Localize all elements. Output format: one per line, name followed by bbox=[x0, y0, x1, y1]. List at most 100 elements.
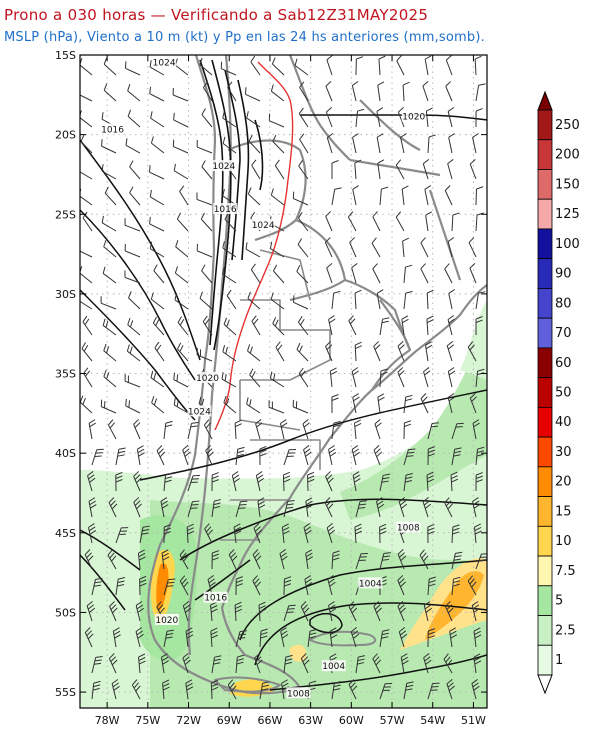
wind-barb bbox=[80, 250, 93, 258]
wind-barb-feather bbox=[255, 656, 262, 662]
wind-barb-feather bbox=[141, 532, 149, 535]
wind-barb-feather bbox=[359, 500, 367, 503]
wind-barb-feather bbox=[233, 477, 241, 483]
wind-barb-feather bbox=[307, 475, 315, 479]
wind-barb-feather bbox=[214, 655, 222, 658]
wind-barb-feather bbox=[253, 523, 260, 529]
wind-barb bbox=[109, 606, 117, 622]
wind-barb-feather bbox=[351, 607, 358, 614]
isobar-label: 1024 bbox=[252, 221, 275, 231]
wind-barb-feather bbox=[304, 526, 311, 532]
wind-barb-feather bbox=[428, 576, 436, 580]
colorbar-swatch bbox=[537, 525, 553, 557]
wind-barb bbox=[451, 553, 456, 570]
wind-barb bbox=[373, 449, 381, 466]
wind-barb-feather bbox=[398, 107, 404, 113]
wind-barb-feather bbox=[138, 452, 145, 457]
wind-barb-feather bbox=[381, 320, 389, 324]
wind-barb-feather bbox=[149, 60, 152, 68]
wind-barb-feather bbox=[353, 451, 360, 457]
wind-barb-feather bbox=[198, 396, 202, 404]
colorbar-swatch bbox=[537, 466, 553, 497]
wind-barb-feather bbox=[334, 681, 342, 684]
colorbar-top-arrow bbox=[537, 90, 553, 111]
wind-barb-feather bbox=[427, 635, 435, 639]
wind-barb-feather bbox=[355, 345, 362, 349]
wind-barb-feather bbox=[210, 608, 218, 613]
wind-barb bbox=[379, 631, 384, 648]
wind-barb-feather bbox=[428, 583, 436, 587]
isobar-label: 1020 bbox=[196, 374, 219, 384]
wind-barb bbox=[125, 405, 141, 414]
wind-barb bbox=[273, 270, 285, 284]
wind-barb bbox=[124, 224, 141, 232]
wind-barb-feather bbox=[397, 341, 404, 347]
wind-barb-feather bbox=[372, 263, 378, 270]
wind-barb-feather bbox=[379, 530, 387, 535]
wind-barb-feather bbox=[245, 242, 248, 250]
coastline-pacific bbox=[147, 55, 301, 695]
wind-barb-feather bbox=[150, 136, 154, 144]
isobar-label: 1004 bbox=[322, 662, 345, 672]
wind-barb bbox=[152, 322, 165, 336]
wind-barb bbox=[373, 346, 381, 362]
wind-barb-feather bbox=[475, 108, 483, 112]
wind-barb-feather bbox=[115, 471, 123, 476]
wind-barb bbox=[305, 553, 309, 570]
wind-barb-feather bbox=[256, 659, 263, 665]
wind-barb-feather bbox=[424, 185, 432, 190]
wind-barb-feather bbox=[352, 185, 359, 190]
wind-barb-feather bbox=[274, 319, 279, 327]
isobar-label: 1016 bbox=[204, 594, 227, 604]
wind-barb bbox=[131, 684, 141, 700]
wind-barb-feather bbox=[184, 604, 191, 610]
wind-barb-feather bbox=[235, 579, 243, 583]
wind-barb-feather bbox=[447, 159, 454, 164]
wind-barb-feather bbox=[199, 291, 203, 299]
wind-barb-feather bbox=[398, 370, 405, 376]
wind-barb-feather bbox=[102, 266, 106, 274]
wind-barb bbox=[80, 401, 93, 414]
wind-barb-feather bbox=[330, 634, 338, 639]
wind-barb bbox=[196, 354, 213, 362]
wind-barb-feather bbox=[309, 632, 317, 636]
colorbar-label: 50 bbox=[555, 386, 572, 401]
wind-barb bbox=[91, 579, 96, 596]
wind-barb-feather bbox=[112, 682, 120, 688]
wind-barb bbox=[425, 345, 429, 362]
wind-barb-feather bbox=[303, 422, 310, 428]
wind-barb-feather bbox=[187, 527, 194, 531]
wind-barb-feather bbox=[331, 397, 339, 401]
colorbar-swatch bbox=[537, 406, 553, 438]
wind-barb bbox=[281, 683, 285, 700]
wind-barb bbox=[115, 449, 120, 466]
wind-barb-feather bbox=[179, 185, 185, 192]
wind-barb-feather bbox=[183, 656, 190, 662]
wind-barb-feather bbox=[281, 634, 289, 639]
wind-barb-feather bbox=[401, 185, 409, 190]
wind-barb-feather bbox=[105, 320, 109, 328]
wind-barb-feather bbox=[260, 628, 268, 632]
wind-barb-feather bbox=[222, 136, 226, 144]
wind-barb-feather bbox=[351, 367, 359, 372]
wind-barb bbox=[125, 67, 141, 76]
wind-barb-feather bbox=[381, 480, 389, 483]
wind-barb-feather bbox=[101, 164, 104, 172]
coastlines-borders bbox=[147, 55, 487, 695]
wind-barb-feather bbox=[372, 211, 378, 218]
wind-barb-feather bbox=[230, 552, 236, 559]
isobar-1016-west-2 bbox=[80, 554, 126, 611]
wind-barb-feather bbox=[284, 576, 292, 580]
wind-barb-feather bbox=[84, 627, 91, 633]
wind-barb-feather bbox=[223, 317, 228, 325]
wind-barb-feather bbox=[281, 555, 288, 561]
wind-barb bbox=[234, 604, 237, 622]
isobar-label: 1016 bbox=[101, 125, 124, 135]
wind-barb bbox=[354, 292, 357, 310]
wind-barb bbox=[448, 293, 453, 310]
wind-barb bbox=[281, 527, 285, 544]
wind-barb bbox=[224, 219, 237, 232]
wind-barb-feather bbox=[127, 84, 131, 91]
wind-barb-feather bbox=[471, 601, 479, 606]
wind-barb bbox=[226, 295, 237, 310]
